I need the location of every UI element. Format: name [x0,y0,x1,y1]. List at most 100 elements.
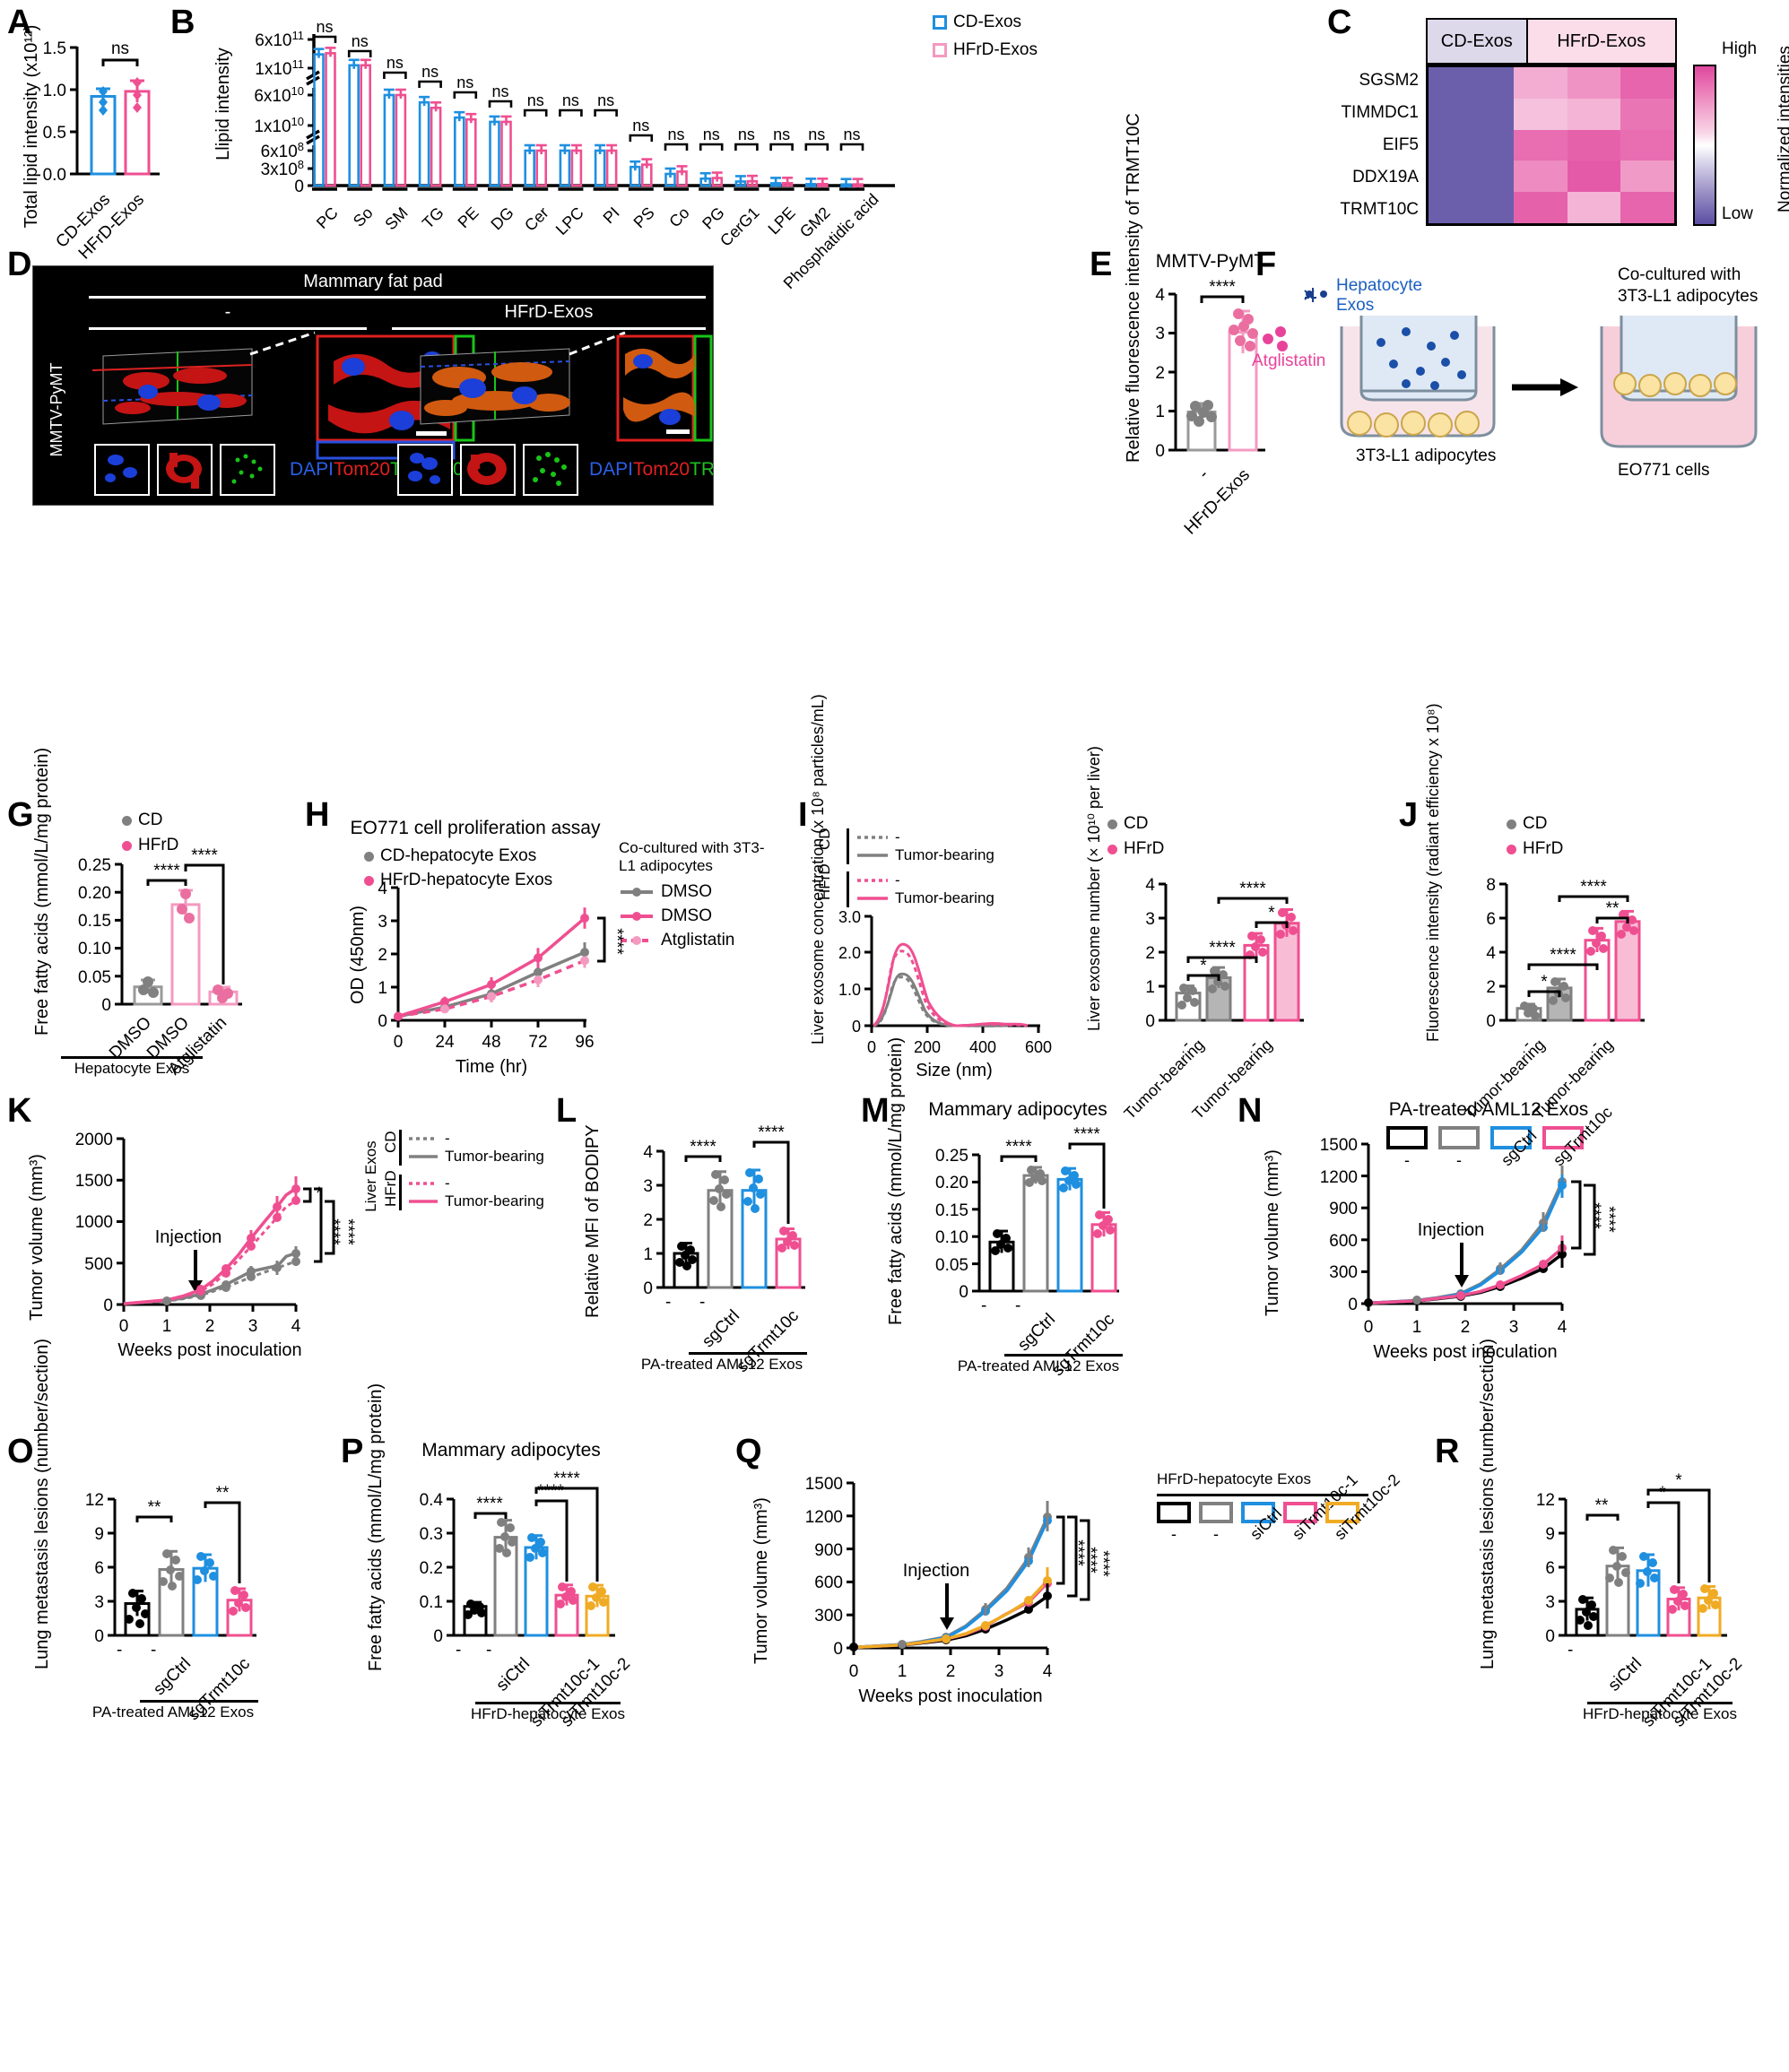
panel-b-bar [383,93,395,187]
svg-text:48: 48 [482,1033,500,1052]
legend-label: HFrD [138,836,179,854]
svg-text:96: 96 [575,1033,594,1052]
heatmap-grid [1426,65,1677,226]
svg-text:**: ** [216,1484,230,1503]
svg-text:0.15: 0.15 [78,912,111,931]
legend-item-cd: CD [1107,814,1164,834]
thumbnail-dapi-right [397,444,453,496]
panel-q-label: Q [735,1433,762,1470]
svg-text:0: 0 [833,1640,843,1659]
panel-g: G CD HFrD Free fatty acids (mmol/L/mg pr… [7,747,276,1079]
legend-swatch-icon [1199,1502,1233,1523]
legend-line-icon [621,887,653,897]
svg-text:3: 3 [1145,910,1155,929]
legend-label: DMSO [661,881,712,901]
svg-text:1.0: 1.0 [43,82,66,100]
heatmap-cell [1514,192,1568,223]
heatmap-cell [1429,67,1515,99]
svg-text:4: 4 [1155,286,1165,305]
svg-text:*: * [1659,1484,1666,1503]
svg-text:0.2: 0.2 [420,1559,443,1578]
thumbnail-dapi-left [94,444,150,496]
panel-b-bar [418,100,430,187]
svg-text:0: 0 [394,1033,404,1052]
svg-text:0: 0 [103,1296,113,1315]
legend-item-n2: sgCtrl [1490,1126,1540,1170]
panel-b-legend: CD-Exos HFrD-Exos [933,13,1038,60]
svg-text:**: ** [1595,1496,1609,1515]
panel-o-xtick-1: - [151,1641,157,1660]
legend-swatch-icon [933,15,947,30]
panel-f-coculture-line1: Co-cultured with [1618,265,1741,284]
heatmap-cell [1567,129,1621,161]
panel-b-bar [489,120,500,187]
panel-e: E MMTV-PyMT Relative fluorescence intens… [1090,113,1296,538]
legend-item-cd-tumor: Tumor-bearing [856,846,994,864]
panel-q-injection: Injection [903,1561,970,1581]
heatmap-cell [1567,160,1621,193]
legend-item-n3: sgTrmt10c [1542,1103,1616,1170]
legend-label: CD [1124,814,1149,833]
svg-text:****: **** [1580,878,1607,897]
svg-text:0.10: 0.10 [935,1228,968,1247]
svg-text:4: 4 [1558,1318,1568,1337]
svg-text:0.1: 0.1 [420,1593,443,1612]
legend-line-icon [857,897,888,900]
panel-m-label: M [861,1092,890,1130]
legend-line-icon [857,854,888,857]
svg-text:2: 2 [378,946,387,965]
heatmap-cell [1514,67,1568,99]
heatmap-cell [1567,67,1621,99]
panel-b-chart: 6x1011 1x1011 6x1010 1x1010 6x108 3x108 … [254,18,895,196]
svg-text:0.25: 0.25 [935,1147,968,1166]
panel-f-eo771: EO771 cells [1618,461,1709,480]
panel-b-significance: ns [667,126,684,143]
svg-text:****: **** [537,1482,564,1501]
panel-b-significance: ns [421,63,439,81]
svg-text:*: * [1200,957,1207,975]
panel-l-xtick-0: - [665,1293,672,1312]
legend-item-hfrd: HFrD [1107,839,1164,859]
svg-text:*: * [316,1184,323,1203]
legend-dot-icon [1107,819,1117,829]
panel-e-label: E [1090,246,1113,283]
heatmap-cell [1567,98,1621,130]
legend-item-hfrd-hep: HFrD-hepatocyte Exos [364,871,552,890]
panel-o-ylabel: Lung metastasis lesions (number/section) [32,1338,52,1669]
panel-r-group-label: HFrD-hepatocyte Exos [1583,1705,1737,1722]
panel-d-top-title: Mammary fat pad [303,272,443,291]
panel-j-legend: CD HFrD [1507,814,1563,859]
panel-g-label: G [7,796,34,834]
svg-text:72: 72 [528,1033,547,1052]
panel-g-group-label: Hepatocyte Exos [74,1060,190,1077]
legend-label: - [445,1130,450,1147]
panel-k-label: K [7,1092,32,1130]
svg-text:2: 2 [1155,364,1165,383]
legend-swatch-icon [1490,1126,1532,1149]
legend-swatch-icon [1241,1502,1275,1523]
svg-text:1000: 1000 [75,1213,113,1232]
svg-text:2: 2 [1461,1318,1471,1337]
panel-b-significance: ns [632,117,649,134]
panel-r-xtick-0: - [1568,1641,1574,1660]
panel-d-image: Mammary fat pad - HFrD-Exos MMTV-PyMT [32,265,714,506]
svg-text:0.05: 0.05 [78,968,111,987]
legend-label: CD-Exos [953,13,1022,31]
panel-i-right-legend: CD HFrD [1107,814,1164,859]
panel-g-ylabel: Free fatty acids (mmol/L/mg protein) [32,747,52,1036]
legend-label: DMSO [661,906,712,925]
svg-text:****: **** [553,1469,580,1488]
legend-item-cd: CD [122,811,178,830]
panel-p: P Mammary adipocytes Free fatty acids (m… [341,1383,655,1731]
svg-text:1200: 1200 [805,1508,843,1527]
panel-b-significance: ns [843,126,860,143]
svg-text:*: * [1541,973,1548,992]
svg-text:3: 3 [994,1662,1004,1681]
panel-h-title: EO771 cell proliferation assay [350,818,601,838]
svg-text:6x108: 6x108 [261,140,304,161]
thumbnail-tom20-left [157,444,213,496]
panel-c-header: CD-Exos HFrD-Exos [1426,18,1677,65]
legend-label: - [1213,1525,1219,1543]
panel-h-chart: 0 1 2 3 4 0 24 48 72 96 Time (hr) **** [378,880,626,1077]
svg-text:1200: 1200 [1320,1168,1358,1187]
